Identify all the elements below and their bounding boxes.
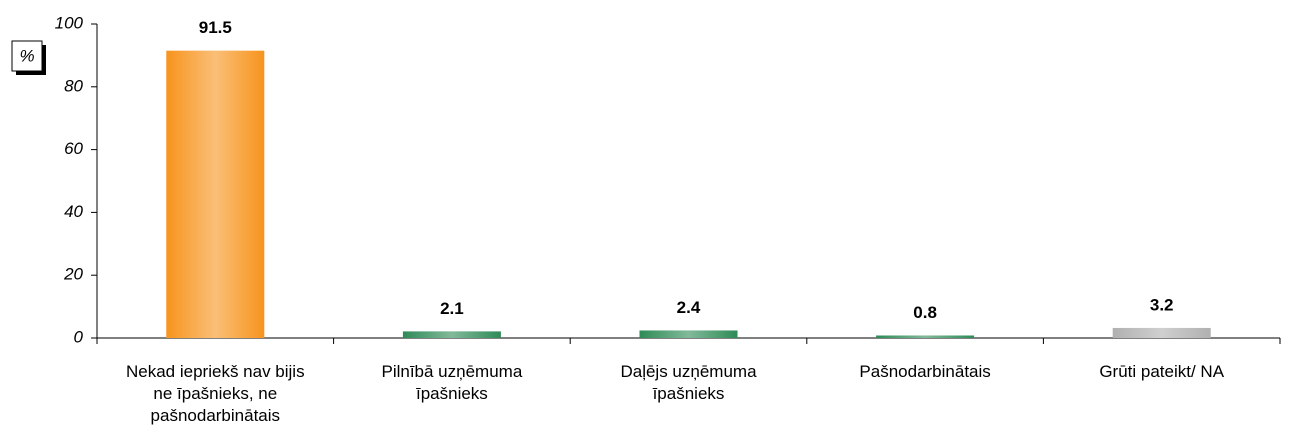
- data-label: 0.8: [913, 303, 937, 322]
- y-tick-label: 40: [64, 202, 83, 221]
- x-tick-label: Nekad iepriekš nav bijis ne īpašnieks, ne…: [126, 362, 305, 425]
- bar-shine: [639, 330, 738, 338]
- y-tick-label: 80: [64, 76, 83, 95]
- bar-shine: [876, 335, 975, 338]
- data-label: 2.4: [677, 298, 701, 317]
- y-label-box: [11, 40, 43, 72]
- bar-shine: [1112, 327, 1211, 338]
- x-tick-label: Pilnībā uzņēmuma īpašnieks: [381, 362, 522, 403]
- data-label: 91.5: [199, 18, 232, 37]
- y-tick-label: 100: [55, 13, 84, 32]
- y-tick-label: 60: [64, 139, 83, 158]
- y-tick-label: 20: [63, 265, 83, 284]
- y-tick-label: 0: [74, 327, 84, 346]
- x-tick-label: Grūti pateikt/ NA: [1099, 362, 1224, 381]
- x-tick-label: Daļējs uzņēmuma īpašnieks: [620, 362, 757, 403]
- y-axis-label: %: [19, 46, 34, 65]
- x-tick-label: Pašnodarbinātais: [859, 362, 990, 381]
- data-label: 3.2: [1150, 295, 1174, 314]
- bar-shine: [166, 50, 265, 338]
- bar-shine: [402, 331, 501, 338]
- data-label: 2.1: [440, 299, 464, 318]
